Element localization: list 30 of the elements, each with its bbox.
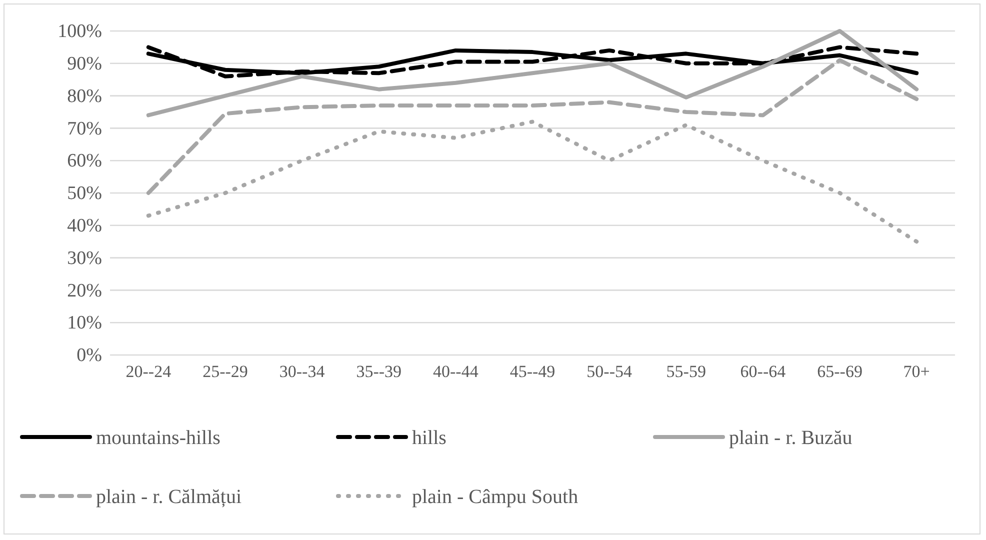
- y-tick-label: 20%: [67, 280, 102, 302]
- x-tick-label: 60--64: [740, 362, 786, 382]
- x-tick-label: 70+: [903, 362, 930, 382]
- x-tick-label: 20--24: [126, 362, 172, 382]
- y-tick-label: 30%: [67, 248, 102, 269]
- x-tick-label: 40--44: [433, 362, 479, 382]
- y-tick-label: 50%: [67, 183, 102, 204]
- line-series: [146, 58, 919, 195]
- legend-label: plain - Câmpu South: [412, 486, 578, 508]
- y-tick-label: 0%: [76, 345, 102, 366]
- y-tick-label: 70%: [67, 118, 102, 140]
- x-tick-label: 65--69: [817, 362, 862, 382]
- legend-label: plain - r. Călmățui: [96, 486, 242, 508]
- line-series: [146, 120, 919, 244]
- x-tick-label: 25--29: [202, 362, 248, 382]
- y-tick-label: 80%: [67, 86, 102, 107]
- line-series: [146, 29, 919, 118]
- y-tick-label: 90%: [67, 53, 102, 74]
- x-tick-label: 50--54: [586, 362, 632, 382]
- legend-label: plain - r. Buzău: [729, 427, 852, 449]
- legend-label: mountains-hills: [96, 427, 221, 449]
- y-tick-label: 60%: [67, 150, 102, 172]
- y-tick-label: 100%: [58, 21, 102, 42]
- x-tick-label: 45--49: [510, 362, 556, 382]
- x-tick-label: 30--34: [279, 362, 326, 382]
- y-tick-label: 40%: [67, 215, 102, 236]
- legend-label: hills: [412, 427, 447, 449]
- x-tick-label: 55-59: [666, 362, 706, 382]
- y-tick-label: 10%: [67, 312, 102, 334]
- x-tick-label: 35--39: [356, 362, 402, 382]
